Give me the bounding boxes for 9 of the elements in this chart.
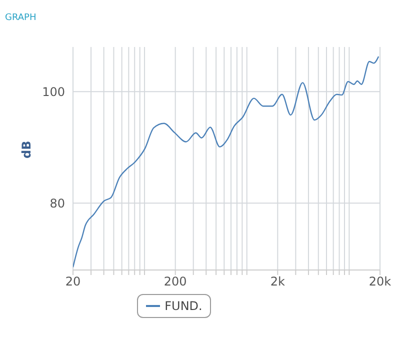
chart-title: GRAPH xyxy=(5,13,36,23)
x-tick-label: 20 xyxy=(65,274,81,289)
x-tick-label: 2k xyxy=(270,274,286,289)
x-tick-label: 20k xyxy=(368,274,392,289)
legend-label: FUND. xyxy=(164,299,202,313)
y-tick-label: 100 xyxy=(42,84,65,99)
y-tick-label: 80 xyxy=(50,196,65,210)
y-axis-title: dB xyxy=(19,140,34,158)
x-tick-label: 200 xyxy=(164,274,187,289)
